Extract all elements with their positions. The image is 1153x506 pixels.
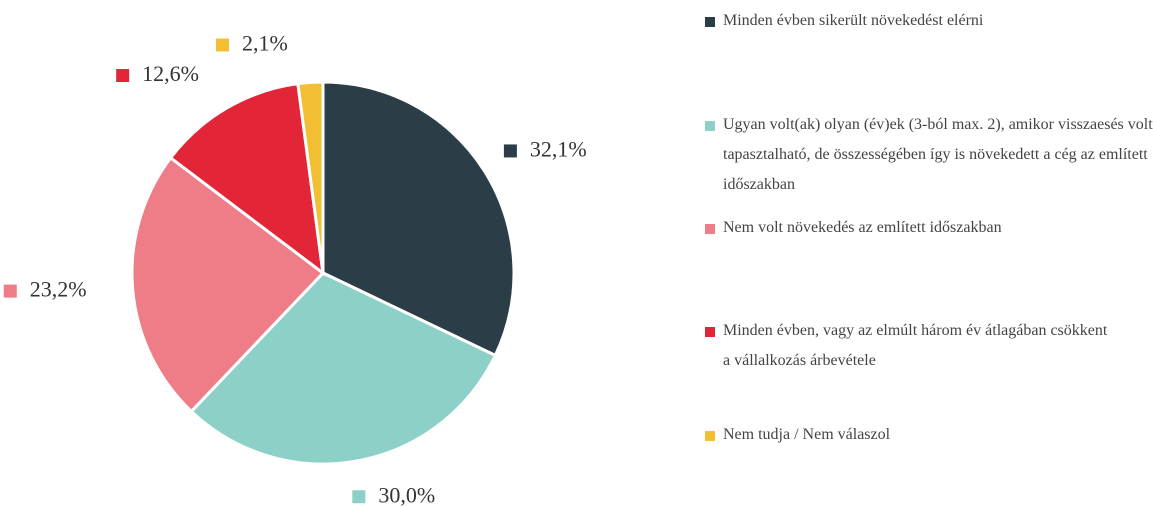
- label-marker: [3, 284, 17, 298]
- legend-item: Nem volt növekedés az említett időszakba…: [705, 213, 1153, 243]
- legend-swatch: [705, 17, 715, 27]
- data-label: 32,1%: [530, 136, 587, 161]
- pie-slice: [321, 80, 516, 358]
- label-marker: [116, 69, 130, 83]
- legend-text: Minden évben sikerült növekedést elérni: [723, 12, 984, 29]
- label-marker: [352, 490, 366, 504]
- legend-text: Ugyan volt(ak) olyan (év)ek (3-ból max. …: [723, 116, 1153, 193]
- legend-item: Minden évben sikerült növekedést elérni: [705, 6, 1153, 36]
- legend-text: Nem volt növekedés az említett időszakba…: [723, 219, 1002, 236]
- pie-slice: [168, 81, 325, 277]
- legend-text: Minden évben, vagy az elmúlt három év át…: [723, 322, 1108, 369]
- chart: 32,1% 30,0% 23,2% 12,6% 2,1%: [3, 31, 587, 506]
- legend-swatch: [705, 431, 715, 441]
- legend-swatch: [705, 327, 715, 337]
- pie-slice: [296, 80, 325, 274]
- label-marker: [215, 38, 229, 52]
- data-label: 23,2%: [30, 277, 87, 302]
- legend-swatch: [705, 224, 715, 234]
- legend-item: Nem tudja / Nem válaszol: [705, 420, 1153, 450]
- data-label: 12,6%: [142, 61, 199, 86]
- legend-text: Nem tudja / Nem válaszol: [723, 426, 891, 443]
- data-label: 2,1%: [242, 31, 288, 56]
- pie-slice: [189, 271, 498, 466]
- legend-item: Ugyan volt(ak) olyan (év)ek (3-ból max. …: [705, 110, 1153, 200]
- label-marker: [503, 144, 517, 158]
- legend-swatch: [705, 121, 715, 131]
- pie-slice: [130, 155, 326, 414]
- data-label: 30,0%: [378, 482, 435, 506]
- legend-item: Minden évben, vagy az elmúlt három év át…: [705, 316, 1113, 376]
